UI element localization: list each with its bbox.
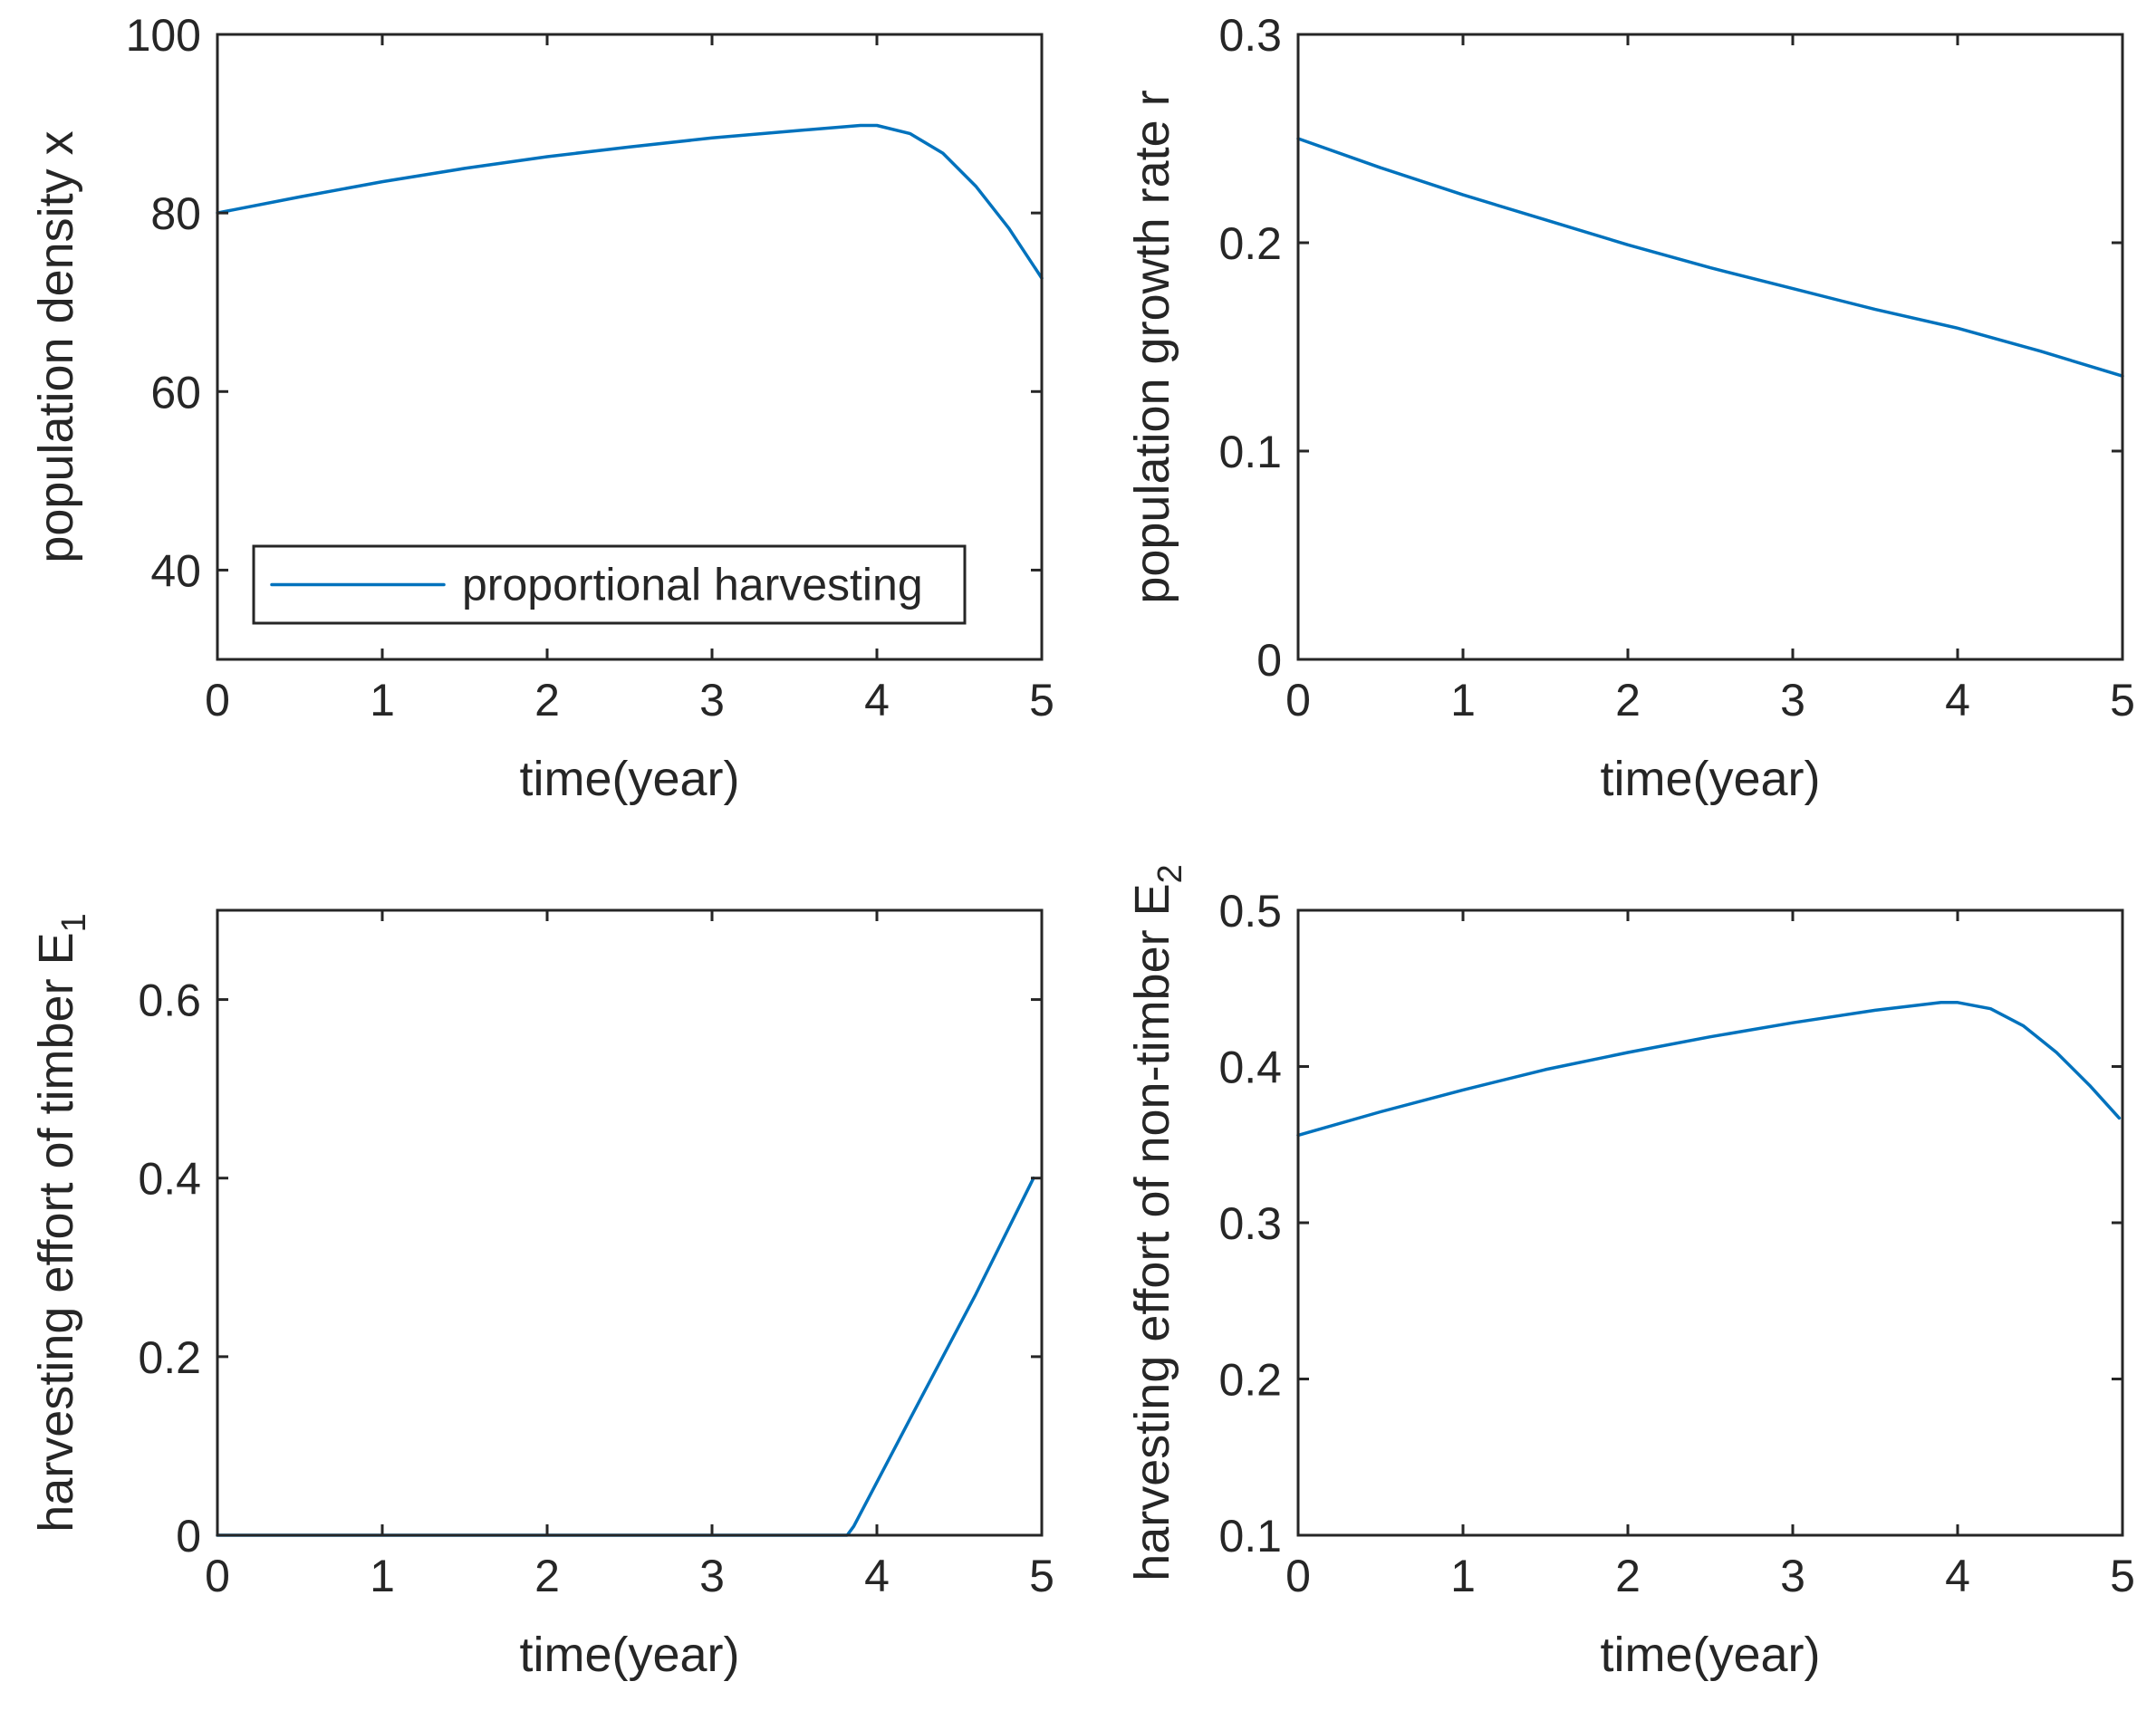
y-tick-label: 0.4 — [138, 1154, 201, 1205]
y-axis-label: harvesting effort of timber E1 — [29, 913, 93, 1532]
y-axis-label: harvesting effort of non-timber E2 — [1125, 864, 1189, 1581]
x-tick-label: 3 — [1780, 675, 1805, 725]
x-tick-label: 2 — [1615, 1551, 1641, 1601]
y-axis-label: population density x — [29, 130, 83, 562]
chart-panel-bottom-left: 0 1 2 3 4 5 0 0.2 0.4 0.6 time(year) harvesting eff… — [29, 908, 1054, 1682]
x-axis-label: time(year) — [519, 1628, 739, 1682]
x-tick-label: 0 — [1285, 675, 1311, 725]
x-tick-label: 1 — [370, 675, 395, 725]
x-axis-label: time(year) — [1600, 1628, 1820, 1682]
legend-entry-label: proportional harvesting — [462, 560, 923, 610]
x-tick-label: 3 — [699, 1551, 725, 1601]
x-tick-label: 0 — [205, 1551, 230, 1601]
x-tick-label: 2 — [534, 1551, 560, 1601]
y-tick-label: 0.4 — [1218, 1043, 1282, 1093]
chart-panel-top-right: 0 1 2 3 4 5 0 0.1 0.2 0.3 time(year) population gro… — [1125, 10, 2135, 806]
x-tick-label: 1 — [370, 1551, 395, 1601]
y-tick-label: 0.1 — [1218, 427, 1282, 477]
x-tick-label: 5 — [1029, 1551, 1054, 1601]
x-tick-label: 5 — [1029, 675, 1054, 725]
axes-box — [216, 908, 1044, 1537]
legend: proportional harvesting — [252, 544, 967, 625]
y-tick-label: 0.2 — [138, 1332, 201, 1383]
y-tick-label: 100 — [126, 10, 201, 61]
x-tick-label: 2 — [1615, 675, 1641, 725]
y-axis-label-subscript: 2 — [1151, 864, 1189, 883]
y-tick-label: 0.3 — [1218, 10, 1282, 61]
y-axis-label-subscript: 1 — [55, 913, 93, 932]
y-tick-label: 0.2 — [1218, 218, 1282, 269]
x-axis-label: time(year) — [1600, 752, 1820, 806]
axes-box — [216, 33, 1044, 661]
axes-box — [1296, 33, 2124, 661]
chart-panel-bottom-right: 0 1 2 3 4 5 0.1 0.2 0.3 0.4 0.5 time(year) harvestin… — [1125, 864, 2135, 1682]
x-tick-label: 5 — [2110, 1551, 2135, 1601]
x-axis-label: time(year) — [519, 752, 739, 806]
x-tick-label: 1 — [1450, 675, 1476, 725]
axes-box — [1296, 908, 2124, 1537]
series-line-bottom-left — [216, 1176, 1035, 1537]
chart-panel-top-left: 0 1 2 3 4 5 40 60 80 100 time(year) population dens… — [29, 10, 1054, 806]
series-line-top-left — [216, 123, 1044, 280]
x-tick-label: 3 — [699, 675, 725, 725]
y-axis-label: population growth rate r — [1125, 90, 1179, 603]
x-tick-label: 4 — [864, 675, 890, 725]
y-tick-label: 40 — [150, 545, 201, 596]
x-tick-label: 3 — [1780, 1551, 1805, 1601]
y-tick-label: 0.3 — [1218, 1198, 1282, 1249]
y-tick-label: 0 — [1256, 635, 1282, 686]
y-tick-label: 0.1 — [1218, 1511, 1282, 1561]
x-tick-label: 0 — [205, 675, 230, 725]
x-tick-label: 4 — [1945, 675, 1970, 725]
y-tick-label: 0.6 — [138, 975, 201, 1026]
series-line-bottom-right — [1296, 1001, 2122, 1138]
x-tick-label: 5 — [2110, 675, 2135, 725]
x-tick-label: 4 — [864, 1551, 890, 1601]
x-tick-label: 4 — [1945, 1551, 1970, 1601]
y-tick-label: 0.5 — [1218, 886, 1282, 937]
x-tick-label: 2 — [534, 675, 560, 725]
y-tick-label: 80 — [150, 188, 201, 239]
series-line-top-right — [1296, 137, 2124, 378]
y-tick-label: 0 — [176, 1511, 201, 1561]
x-tick-label: 1 — [1450, 1551, 1476, 1601]
y-tick-label: 60 — [150, 367, 201, 418]
x-tick-label: 0 — [1285, 1551, 1311, 1601]
y-tick-label: 0.2 — [1218, 1355, 1282, 1406]
